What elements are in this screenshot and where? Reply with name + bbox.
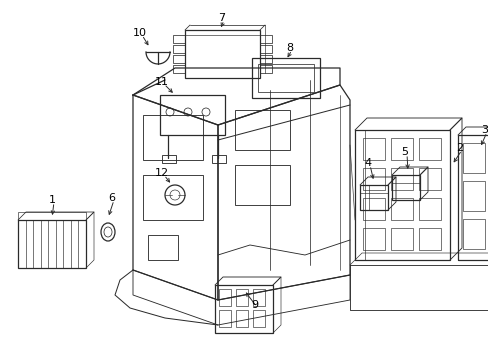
Bar	[260, 55, 271, 63]
Bar	[418, 228, 440, 250]
Bar	[212, 155, 225, 163]
Bar	[462, 219, 484, 249]
Bar	[162, 155, 176, 163]
Bar	[142, 175, 203, 220]
Bar	[354, 130, 449, 260]
Text: 6: 6	[108, 193, 115, 203]
Bar	[252, 310, 264, 327]
Bar	[457, 135, 488, 260]
Bar	[418, 198, 440, 220]
Text: 12: 12	[155, 168, 169, 178]
Bar	[184, 30, 260, 78]
Bar	[219, 289, 230, 306]
Text: 2: 2	[455, 143, 463, 153]
Bar	[236, 289, 247, 306]
Bar	[362, 168, 384, 190]
Bar	[219, 310, 230, 327]
Bar	[142, 115, 203, 160]
Bar	[462, 181, 484, 211]
Bar	[235, 110, 289, 150]
Bar	[354, 130, 364, 260]
Bar	[18, 212, 86, 220]
Bar	[260, 35, 271, 43]
Text: 3: 3	[481, 125, 488, 135]
Bar	[359, 185, 387, 210]
Bar	[235, 165, 289, 205]
Bar	[390, 198, 412, 220]
Bar	[362, 138, 384, 160]
Bar	[173, 55, 184, 63]
Bar	[362, 198, 384, 220]
Bar	[418, 168, 440, 190]
Bar	[258, 64, 313, 92]
Bar	[362, 228, 384, 250]
Text: 10: 10	[133, 28, 147, 38]
Text: 11: 11	[155, 77, 169, 87]
Bar	[173, 65, 184, 73]
Bar	[391, 175, 419, 200]
Bar	[148, 235, 178, 260]
Bar	[236, 310, 247, 327]
Bar	[260, 65, 271, 73]
Bar	[160, 95, 224, 135]
Bar	[390, 228, 412, 250]
Text: 8: 8	[286, 43, 293, 53]
Text: 5: 5	[401, 147, 407, 157]
Bar	[215, 285, 272, 333]
Bar	[173, 35, 184, 43]
Bar	[418, 138, 440, 160]
Text: 4: 4	[364, 158, 371, 168]
Bar	[260, 45, 271, 53]
Text: 7: 7	[218, 13, 225, 23]
Text: 9: 9	[251, 300, 258, 310]
Text: 1: 1	[48, 195, 55, 205]
Bar	[390, 168, 412, 190]
Bar	[390, 138, 412, 160]
Bar	[173, 45, 184, 53]
Bar	[18, 220, 86, 268]
Bar	[252, 289, 264, 306]
Bar	[462, 143, 484, 173]
Bar	[251, 58, 319, 98]
